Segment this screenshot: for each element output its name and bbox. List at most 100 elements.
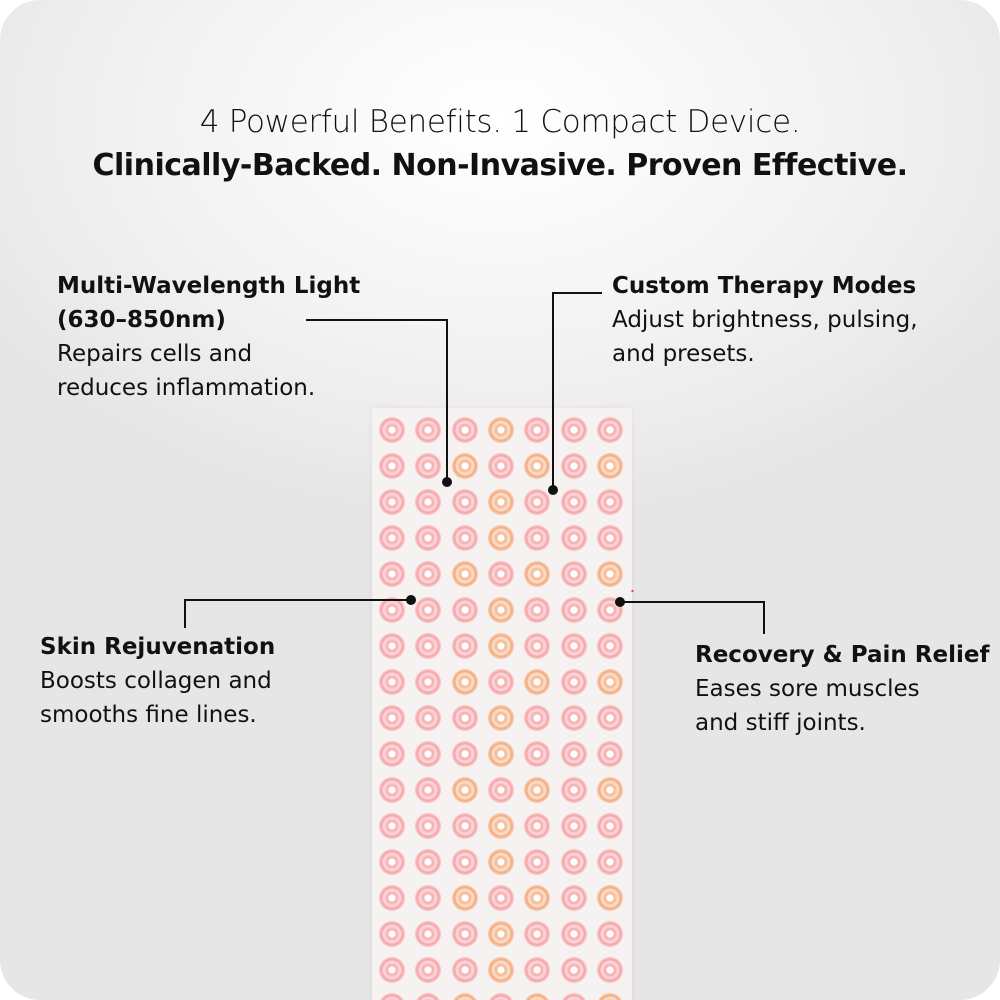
led-red	[415, 957, 442, 983]
led-nir	[487, 741, 514, 767]
led-red	[596, 705, 623, 731]
led-red	[596, 417, 623, 443]
callout-dot	[548, 485, 558, 495]
led-red	[560, 561, 587, 587]
callout-recovery: Recovery & Pain Relief Eases sore muscle…	[695, 638, 989, 740]
callout-dot	[442, 477, 452, 487]
led-red	[415, 993, 442, 1000]
led-red	[415, 417, 442, 443]
led-nir	[487, 849, 514, 875]
led-red	[451, 489, 478, 515]
callout-desc: and stiff joints.	[695, 710, 866, 736]
led-red	[451, 417, 478, 443]
led-red	[560, 705, 587, 731]
led-red	[560, 921, 587, 947]
led-red	[451, 957, 478, 983]
led-red	[379, 849, 405, 875]
led-red	[379, 417, 405, 443]
led-red	[415, 777, 442, 803]
callout-dot	[406, 595, 416, 605]
headline-secondary: Clinically-Backed. Non-Invasive. Proven …	[92, 148, 909, 183]
led-red	[560, 957, 587, 983]
led-red	[524, 921, 551, 947]
led-red	[415, 669, 442, 695]
led-red	[379, 741, 405, 767]
callout-skin: Skin Rejuvenation Boosts collagen and sm…	[40, 630, 275, 732]
led-nir	[451, 561, 478, 587]
led-red	[379, 813, 405, 839]
led-red	[560, 885, 587, 911]
led-red	[596, 813, 623, 839]
led-red	[560, 489, 587, 515]
led-red	[379, 453, 405, 479]
led-red	[451, 705, 478, 731]
callout-line-modes	[552, 292, 602, 490]
led-nir	[487, 417, 514, 443]
led-red	[415, 525, 442, 551]
led-nir	[524, 561, 551, 587]
led-red	[560, 669, 587, 695]
led-nir	[487, 633, 514, 659]
led-nir	[596, 885, 623, 911]
led-red	[560, 453, 587, 479]
led-nir	[524, 453, 551, 479]
led-red	[379, 489, 405, 515]
led-nir	[487, 957, 514, 983]
led-red	[524, 849, 551, 875]
led-red	[596, 957, 623, 983]
callout-line-wavelength	[306, 319, 448, 482]
led-red	[415, 741, 442, 767]
led-red	[451, 921, 478, 947]
led-nir	[596, 777, 623, 803]
led-nir	[487, 705, 514, 731]
callout-title: Skin Rejuvenation	[40, 634, 276, 660]
led-red	[596, 525, 623, 551]
led-red	[379, 561, 405, 587]
led-red	[415, 885, 442, 911]
led-red	[596, 921, 623, 947]
led-nir	[451, 777, 478, 803]
led-red	[560, 417, 587, 443]
led-red	[524, 525, 551, 551]
led-nir	[596, 561, 623, 587]
led-red	[560, 633, 587, 659]
callout-desc: Eases sore muscles	[695, 676, 920, 702]
led-nir	[524, 993, 551, 1000]
led-nir	[451, 885, 478, 911]
led-red	[451, 849, 478, 875]
led-red	[560, 813, 587, 839]
callout-line-skin	[184, 599, 411, 628]
led-red	[487, 885, 514, 911]
callout-desc: smooths fine lines.	[40, 702, 257, 728]
led-nir	[596, 669, 623, 695]
led-red	[524, 957, 551, 983]
led-red	[415, 849, 442, 875]
led-red	[524, 489, 551, 515]
led-red	[524, 705, 551, 731]
led-nir	[524, 777, 551, 803]
led-red	[415, 921, 442, 947]
led-panel-device	[372, 408, 632, 1000]
led-nir	[487, 597, 514, 623]
callout-title: Custom Therapy Modes	[612, 273, 917, 299]
led-nir	[524, 885, 551, 911]
led-red	[379, 597, 405, 623]
led-red	[451, 741, 478, 767]
led-red	[487, 453, 514, 479]
led-red	[415, 813, 442, 839]
callout-line-recovery	[620, 601, 765, 634]
led-red	[560, 993, 587, 1000]
led-red	[415, 489, 442, 515]
led-nir	[487, 921, 514, 947]
callout-desc: Repairs cells and	[57, 341, 253, 367]
callout-wavelength: Multi-Wavelength Light (630–850nm) Repai…	[57, 269, 360, 405]
headline-primary: 4 Powerful Benefits. 1 Compact Device.	[199, 104, 801, 140]
led-red	[379, 777, 405, 803]
led-red	[379, 993, 405, 1000]
led-nir	[487, 813, 514, 839]
led-red	[524, 597, 551, 623]
led-red	[379, 921, 405, 947]
led-red	[524, 813, 551, 839]
callout-title: Recovery & Pain Relief	[695, 642, 990, 668]
